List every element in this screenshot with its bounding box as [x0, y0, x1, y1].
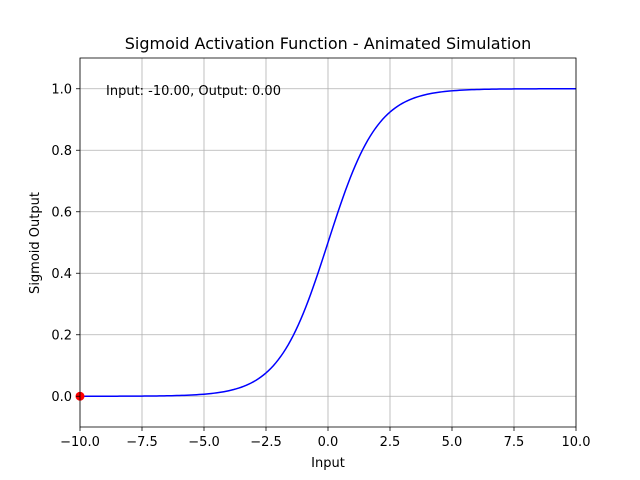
- x-tick-label: 2.5: [380, 435, 401, 450]
- tick-layer: −10.0 −7.5 −5.0 −2.5 0.0 2.5 5.0 7.5 10.0 0.0 0.2 0…: [51, 82, 590, 450]
- x-tick-label: 7.5: [504, 435, 525, 450]
- y-tick-label: 0.4: [51, 267, 72, 282]
- y-tick-label: 0.6: [51, 205, 72, 220]
- x-tick-label: −10.0: [60, 435, 100, 450]
- y-tick-label: 0.2: [51, 328, 72, 343]
- y-tick-label: 1.0: [51, 82, 72, 97]
- y-tick-label: 0.0: [51, 390, 72, 405]
- chart-title: Sigmoid Activation Function - Animated S…: [125, 34, 532, 53]
- x-tick-label: −5.0: [188, 435, 220, 450]
- x-tick-label: 10.0: [562, 435, 591, 450]
- x-tick-label: −7.5: [126, 435, 158, 450]
- x-tick-label: −2.5: [250, 435, 282, 450]
- value-readout-annotation: Input: -10.00, Output: 0.00: [106, 84, 281, 99]
- x-tick-label: 5.0: [442, 435, 463, 450]
- x-axis-label: Input: [311, 456, 345, 471]
- sigmoid-series-line: [79, 88, 577, 397]
- y-axis-label: Sigmoid Output: [28, 192, 43, 294]
- y-tick-label: 0.8: [51, 144, 72, 159]
- x-tick-label: 0.0: [318, 435, 339, 450]
- series-layer: [75, 88, 577, 401]
